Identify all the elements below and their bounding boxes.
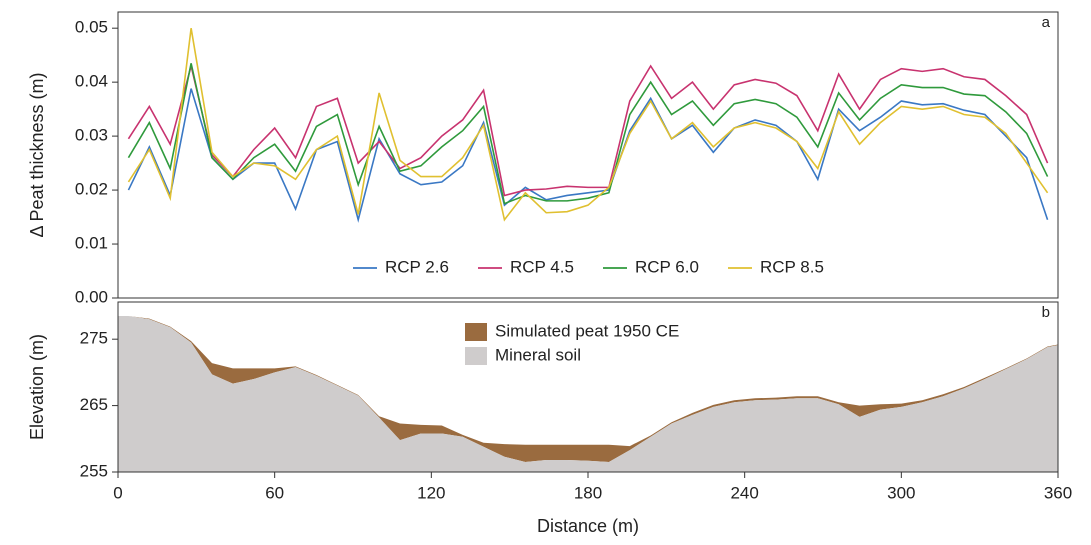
y-tick-label: 255 <box>80 461 108 480</box>
x-tick-label: 0 <box>113 483 122 502</box>
panel-label: b <box>1042 304 1050 321</box>
area <box>118 315 1058 472</box>
y-tick-label: 0.04 <box>75 72 108 91</box>
legend-label: Mineral soil <box>495 345 581 364</box>
x-tick-label: 300 <box>887 483 915 502</box>
legend-label: RCP 6.0 <box>635 257 699 276</box>
line <box>127 28 1049 222</box>
legend-label: RCP 4.5 <box>510 257 574 276</box>
x-tick-label: 240 <box>730 483 758 502</box>
x-tick-label: 360 <box>1044 483 1072 502</box>
y-tick-label: 0.03 <box>75 126 108 145</box>
legend-swatch <box>465 323 487 341</box>
y-tick-label: 265 <box>80 395 108 414</box>
legend-swatch <box>465 347 487 365</box>
x-tick-label: 60 <box>265 483 284 502</box>
x-axis-label: Distance (m) <box>537 516 639 536</box>
panel-label: a <box>1042 14 1051 31</box>
x-tick-label: 120 <box>417 483 445 502</box>
line <box>127 63 1049 205</box>
line <box>127 64 1049 197</box>
y-tick-label: 0.00 <box>75 287 108 306</box>
line <box>127 88 1049 223</box>
y-tick-label: 0.01 <box>75 234 108 253</box>
plot-frame <box>117 11 1059 299</box>
x-tick-label: 180 <box>574 483 602 502</box>
y-axis-label: Elevation (m) <box>27 334 47 440</box>
y-axis-label: Δ Peat thickness (m) <box>27 72 47 237</box>
legend-label: RCP 8.5 <box>760 257 824 276</box>
y-tick-label: 0.05 <box>75 18 108 37</box>
y-tick-label: 275 <box>80 329 108 348</box>
y-tick-label: 0.02 <box>75 180 108 199</box>
legend-label: Simulated peat 1950 CE <box>495 321 679 340</box>
legend-label: RCP 2.6 <box>385 257 449 276</box>
